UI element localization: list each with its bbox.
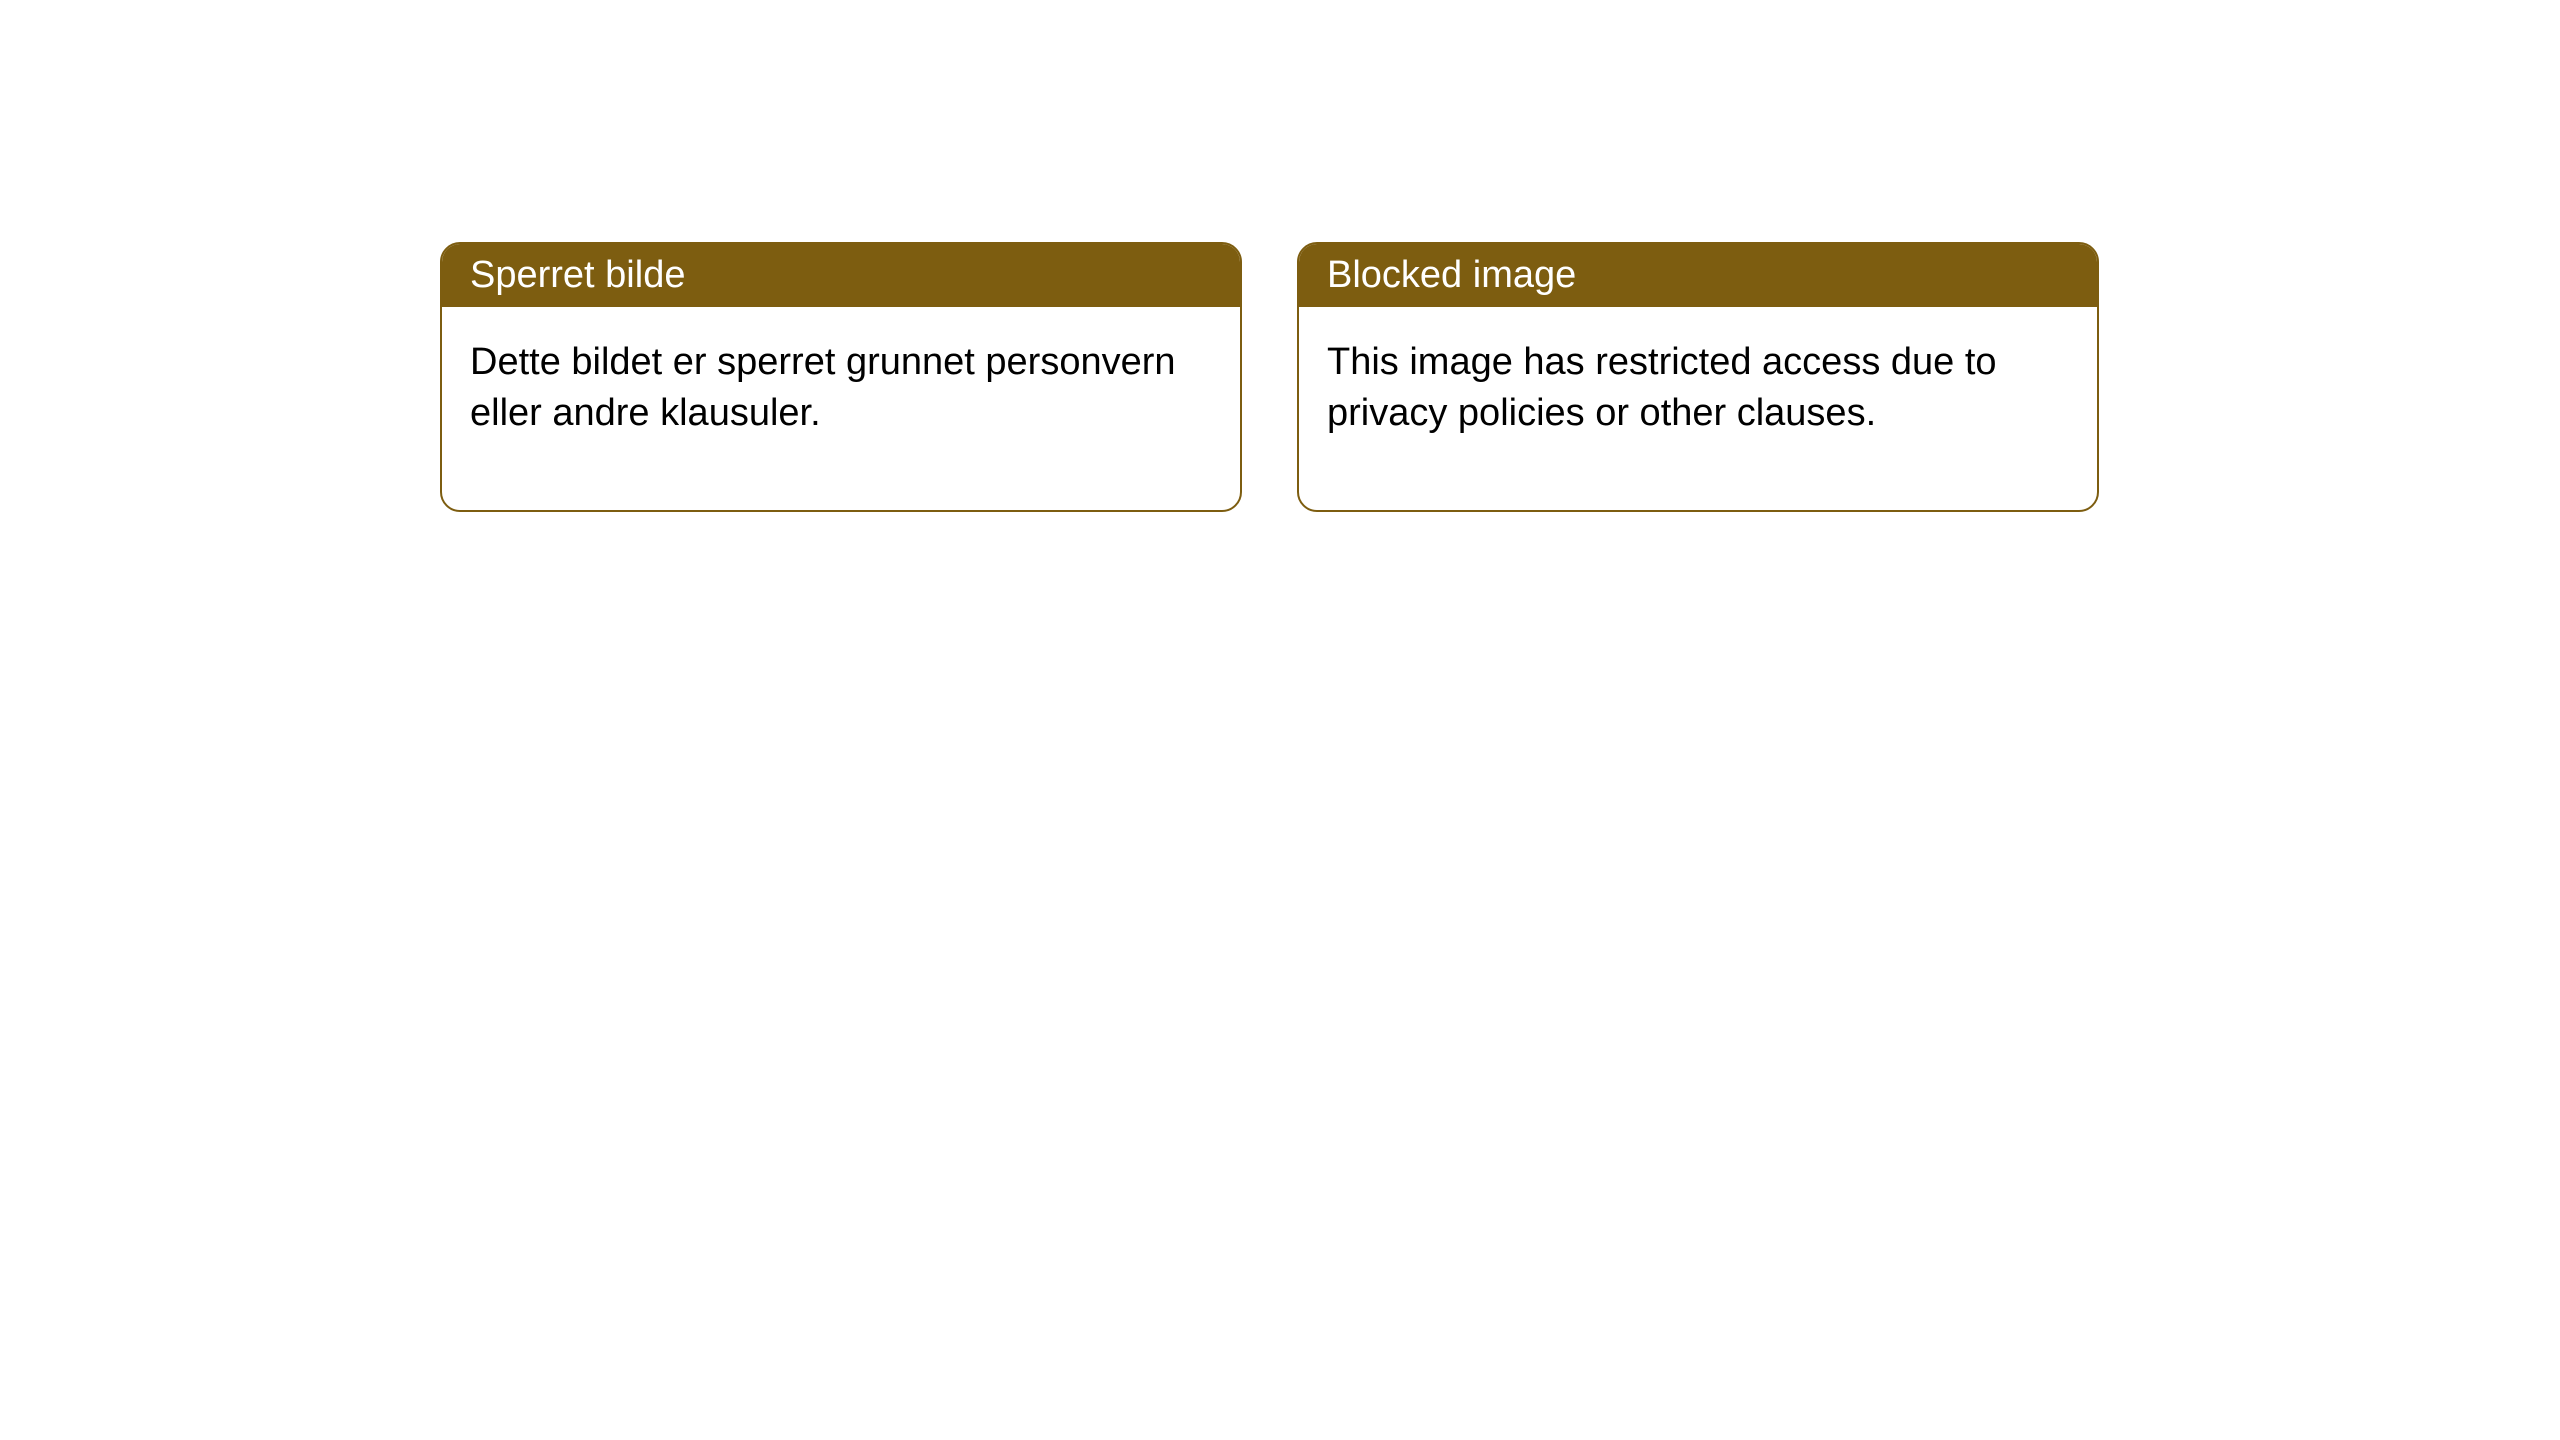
card-title: Sperret bilde [470,254,685,296]
card-body-text: This image has restricted access due to … [1327,341,1997,434]
card-body: This image has restricted access due to … [1299,307,2097,510]
card-header: Blocked image [1299,244,2097,307]
card-header: Sperret bilde [442,244,1240,307]
card-title: Blocked image [1327,254,1576,296]
notice-card-norwegian: Sperret bilde Dette bildet er sperret gr… [440,242,1242,512]
card-body: Dette bildet er sperret grunnet personve… [442,307,1240,510]
card-body-text: Dette bildet er sperret grunnet personve… [470,341,1176,434]
notice-card-english: Blocked image This image has restricted … [1297,242,2099,512]
notice-cards-container: Sperret bilde Dette bildet er sperret gr… [440,242,2099,512]
